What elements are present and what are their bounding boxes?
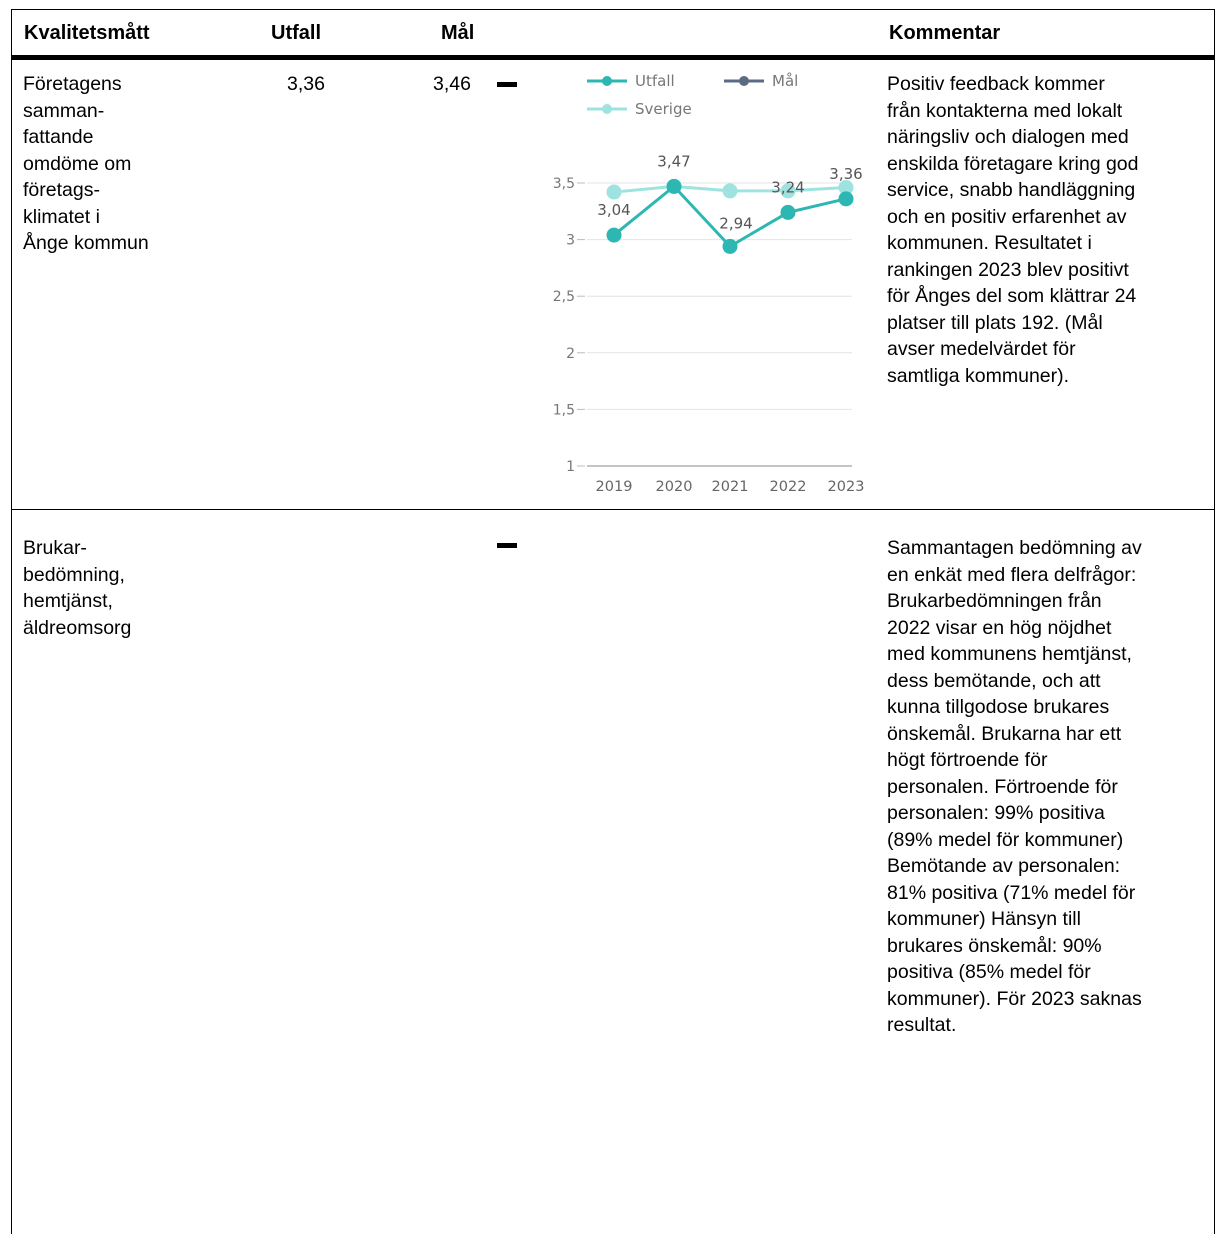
row1-trend-dash [497, 82, 517, 87]
legend-marker [739, 76, 749, 86]
row-divider [11, 509, 1215, 510]
row2-trend-dash [497, 543, 517, 548]
point-sverige [780, 183, 796, 199]
y-tick-label: 2 [566, 346, 575, 362]
row1-trend-chart: 1 1,5 2 2,5 3 3,5 2019 2020 2021 2022 2023 Utfall Må… [553, 72, 865, 495]
x-tick-label: 2023 [828, 479, 865, 495]
row1-comment: Positiv feedback kommer från kontakterna… [887, 73, 1139, 387]
row1-outcome: 3,36 [287, 73, 325, 95]
legend-label: Sverige [635, 100, 692, 118]
header-quality-measure: Kvalitetsmått [24, 22, 150, 44]
header-outcome: Utfall [271, 22, 321, 44]
data-label-utfall: 3,36 [829, 165, 862, 183]
x-tick-label: 2022 [770, 479, 807, 495]
point-sverige [838, 180, 854, 196]
row2-comment: Sammantagen bedömning av en enkät med fl… [887, 537, 1142, 1036]
row1-measure: Företagens samman- fattande omdöme om fö… [23, 73, 149, 254]
row1-goal: 3,46 [433, 73, 471, 95]
x-tick-label: 2019 [596, 479, 633, 495]
table-border-top [11, 9, 1215, 10]
table-border-right [1214, 10, 1215, 1234]
header-goal: Mål [441, 22, 475, 44]
data-label-utfall: 3,24 [771, 178, 804, 196]
report-table: Kvalitetsmått Utfall Mål Kommentar Föret… [11, 0, 1216, 1234]
point-sverige [606, 184, 622, 200]
data-label-utfall: 2,94 [719, 214, 752, 232]
legend-marker [602, 76, 612, 86]
y-tick-label: 3,5 [553, 176, 575, 192]
point-sverige [722, 183, 738, 199]
x-tick-label: 2020 [656, 479, 693, 495]
legend-marker [602, 104, 612, 114]
row2-measure: Brukar- bedömning, hemtjänst, äldreomsor… [23, 537, 132, 639]
x-tick-label: 2021 [712, 479, 749, 495]
header-comment: Kommentar [889, 22, 1001, 44]
table-border-left [11, 10, 12, 1234]
y-tick-label: 1 [566, 459, 575, 475]
y-tick-label: 3 [566, 233, 575, 249]
header-rule [11, 55, 1215, 60]
point-utfall [838, 191, 854, 207]
data-label-utfall: 3,47 [657, 152, 690, 170]
point-utfall [666, 178, 682, 194]
y-tick-label: 1,5 [553, 402, 575, 418]
point-utfall [606, 227, 622, 243]
point-utfall [780, 204, 796, 220]
y-tick-label: 2,5 [553, 289, 575, 305]
legend-label: Utfall [635, 72, 675, 90]
legend-label: Mål [772, 72, 798, 90]
data-label-utfall: 3,04 [597, 201, 630, 219]
point-utfall [722, 238, 738, 254]
